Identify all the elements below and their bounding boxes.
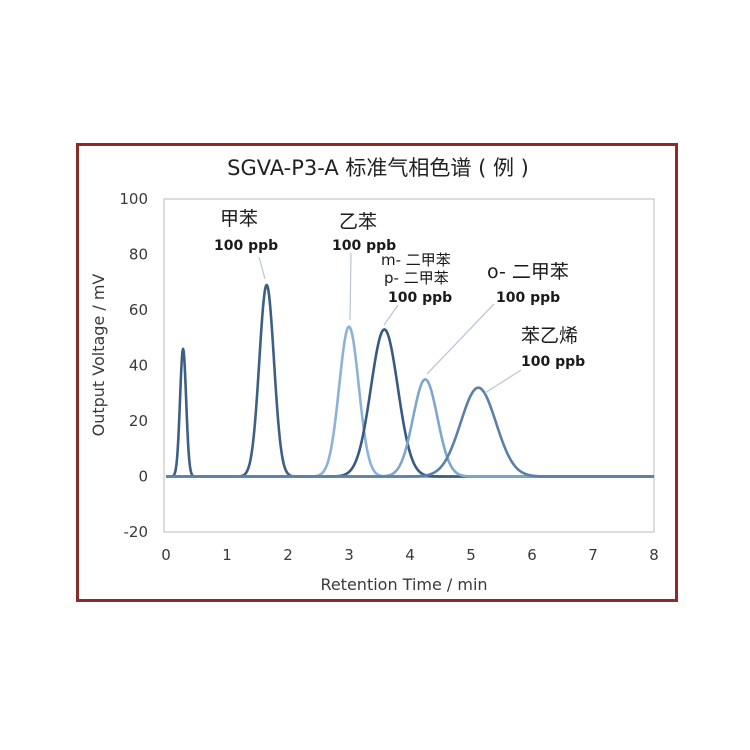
x-tick-label: 6 xyxy=(527,546,537,564)
y-tick-label: 100 xyxy=(119,190,148,208)
x-tick-label: 0 xyxy=(161,546,171,564)
chart-title: SGVA-P3-A 标准气相色谱 ( 例 ) xyxy=(227,156,529,180)
leader-o-xylene xyxy=(426,303,495,375)
y-axis-label: Output Voltage / mV xyxy=(89,274,108,437)
x-tick-label: 1 xyxy=(222,546,232,564)
y-tick-label: -20 xyxy=(124,523,149,541)
leader-toluene xyxy=(258,256,266,280)
y-tick-label: 20 xyxy=(129,412,148,430)
chart-frame xyxy=(76,143,678,602)
chromatogram-series-line xyxy=(165,283,655,478)
annotation-m-xylene: m- 二甲苯 xyxy=(381,251,451,269)
x-tick-label: 5 xyxy=(466,546,476,564)
y-tick-label: 40 xyxy=(129,357,148,375)
annotation-mp-xylene-conc: 100 ppb xyxy=(388,290,452,306)
x-axis-label: Retention Time / min xyxy=(320,575,487,594)
y-axis-ticks: -20 0 20 40 60 80 100 xyxy=(119,190,148,541)
x-tick-label: 2 xyxy=(283,546,293,564)
plot-area-border xyxy=(163,198,655,533)
annotation-toluene-name: 甲苯 xyxy=(220,208,258,230)
x-tick-label: 3 xyxy=(344,546,354,564)
y-tick-label: 80 xyxy=(129,246,148,264)
series-group xyxy=(165,283,655,478)
chromatogram-series-line xyxy=(165,328,655,478)
y-tick-label: 60 xyxy=(129,301,148,319)
x-tick-label: 4 xyxy=(405,546,415,564)
x-axis-ticks: 0 1 2 3 4 5 6 7 8 xyxy=(161,546,659,564)
annotation-toluene-conc: 100 ppb xyxy=(214,238,278,254)
annotation-styrene-name: 苯乙烯 xyxy=(521,325,578,347)
annotation-ethylbenzene-name: 乙苯 xyxy=(339,211,377,233)
annotation-o-xylene-conc: 100 ppb xyxy=(496,290,560,306)
x-tick-label: 8 xyxy=(649,546,659,564)
x-tick-label: 7 xyxy=(588,546,598,564)
annotation-leaders xyxy=(258,252,522,394)
chromatogram-series-line xyxy=(165,386,655,478)
y-tick-label: 0 xyxy=(138,468,148,486)
chromatogram-series-line xyxy=(165,378,655,478)
annotation-styrene-conc: 100 ppb xyxy=(521,354,585,370)
annotation-o-xylene-name: o- 二甲苯 xyxy=(487,261,569,283)
leader-mp-xylene xyxy=(383,304,399,326)
annotation-p-xylene: p- 二甲苯 xyxy=(384,269,449,287)
annotation-ethylbenzene-conc: 100 ppb xyxy=(332,238,396,254)
leader-styrene xyxy=(484,369,522,394)
leader-ethylbenzene xyxy=(349,252,352,321)
